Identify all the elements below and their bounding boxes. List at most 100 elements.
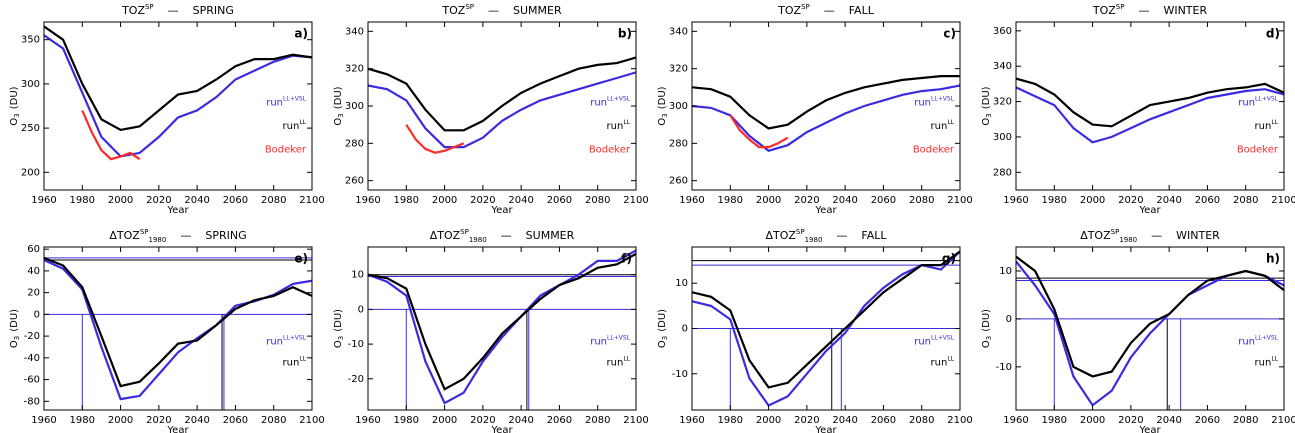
panel-letter: a) bbox=[294, 27, 308, 41]
x-tick-label: 2060 bbox=[871, 195, 896, 206]
x-tick-label: 2080 bbox=[585, 415, 610, 426]
legend-sup: LL bbox=[1271, 355, 1278, 362]
x-tick-label: 2040 bbox=[1156, 195, 1181, 206]
x-tick-label: 2000 bbox=[432, 415, 457, 426]
x-axis-label: Year bbox=[1138, 425, 1161, 433]
title-sep: — bbox=[836, 229, 847, 242]
y-tick-label: -20 bbox=[348, 374, 364, 385]
x-tick-label: 2060 bbox=[871, 415, 896, 426]
legend-name: Bodeker bbox=[913, 145, 955, 156]
y-tick-label: 200 bbox=[21, 167, 40, 178]
series-line bbox=[44, 25, 312, 132]
y-tick-label: -10 bbox=[348, 339, 364, 350]
x-tick-label: 2020 bbox=[794, 415, 819, 426]
title-season: SPRING bbox=[205, 229, 246, 242]
x-tick-label: 2080 bbox=[909, 415, 934, 426]
panel-letter: f) bbox=[621, 252, 632, 266]
series-line bbox=[692, 250, 960, 407]
legend-sup: LL+VSL bbox=[1255, 334, 1279, 341]
x-axis-label: Year bbox=[490, 425, 513, 433]
x-tick-label: 2060 bbox=[223, 415, 248, 426]
legend-entry: runLL bbox=[931, 119, 955, 133]
legend-entry: runLL bbox=[607, 119, 631, 133]
plot-frame bbox=[1015, 21, 1285, 191]
title-sub: 1980 bbox=[1119, 236, 1137, 244]
plot-frame bbox=[43, 21, 313, 191]
legend-name: Bodeker bbox=[589, 145, 631, 156]
x-tick-label: 1980 bbox=[394, 195, 419, 206]
legend-name: run bbox=[283, 121, 300, 132]
x-tick-label: 2080 bbox=[261, 415, 286, 426]
title-sep: — bbox=[180, 229, 191, 242]
ylabel-sub: 3 bbox=[661, 113, 669, 117]
series-line bbox=[368, 71, 636, 149]
y-tick-label: 250 bbox=[21, 123, 40, 134]
x-tick-label: 2100 bbox=[299, 195, 324, 206]
y-tick-label: 300 bbox=[21, 79, 40, 90]
x-tick-label: 1960 bbox=[1003, 195, 1028, 206]
x-tick-label: 2100 bbox=[623, 415, 648, 426]
y-tick-label: -10 bbox=[996, 362, 1012, 373]
x-axis-label: Year bbox=[166, 425, 189, 433]
legend-sup: LL bbox=[623, 119, 630, 126]
x-tick-label: 2060 bbox=[1195, 195, 1220, 206]
x-tick-label: 1960 bbox=[355, 415, 380, 426]
x-tick-label: 1980 bbox=[70, 415, 95, 426]
ylabel-sub: 3 bbox=[337, 336, 345, 340]
legend-entry: runLL bbox=[1255, 355, 1279, 369]
x-tick-label: 2040 bbox=[832, 195, 857, 206]
panel-title: TOZSP — FALL bbox=[777, 3, 875, 17]
x-tick-label: 2040 bbox=[832, 415, 857, 426]
ylabel-main: O bbox=[9, 118, 20, 126]
title-season: SUMMER bbox=[513, 4, 562, 17]
panel-title: ΔTOZSP1980 — FALL bbox=[765, 228, 887, 244]
title-season: FALL bbox=[861, 229, 887, 242]
x-axis-label: Year bbox=[1138, 205, 1161, 216]
legend-entry: Bodeker bbox=[589, 145, 631, 156]
legend-sup: LL bbox=[947, 355, 954, 362]
y-tick-label: 0 bbox=[1006, 314, 1012, 325]
legend-entry: runLL bbox=[283, 355, 307, 369]
y-tick-label: -80 bbox=[24, 396, 40, 407]
x-tick-label: 2100 bbox=[1271, 415, 1295, 426]
title-sup: SP bbox=[145, 3, 154, 11]
ylabel-unit: (DU) bbox=[333, 309, 344, 332]
title-main: TOZ bbox=[1092, 4, 1116, 17]
title-sup: SP bbox=[801, 3, 810, 11]
x-tick-label: 1960 bbox=[31, 195, 56, 206]
legend-sup: LL bbox=[299, 119, 306, 126]
title-sup: SP bbox=[1111, 228, 1120, 236]
y-tick-label: 60 bbox=[27, 244, 40, 255]
x-tick-label: 2040 bbox=[508, 195, 533, 206]
title-sup: SP bbox=[796, 228, 805, 236]
legend-sup: LL bbox=[623, 355, 630, 362]
x-tick-label: 1960 bbox=[679, 415, 704, 426]
y-tick-label: 0 bbox=[34, 309, 40, 320]
legend-sup: LL bbox=[947, 119, 954, 126]
y-tick-label: 0 bbox=[358, 304, 364, 315]
x-tick-label: 2020 bbox=[1118, 195, 1143, 206]
title-sep: — bbox=[168, 4, 179, 17]
y-tick-label: 300 bbox=[669, 101, 688, 112]
y-tick-label: -10 bbox=[672, 369, 688, 380]
ylabel-main: O bbox=[657, 340, 668, 348]
title-main: ΔTOZ bbox=[765, 229, 796, 242]
title-sep: — bbox=[824, 4, 835, 17]
ylabel-unit: (DU) bbox=[981, 309, 992, 332]
y-axis-label: O3 (DU) bbox=[657, 86, 669, 125]
legend-entry: runLL bbox=[1255, 119, 1279, 133]
panel-letter: h) bbox=[1266, 252, 1280, 266]
x-tick-label: 2000 bbox=[756, 415, 781, 426]
title-main: ΔTOZ bbox=[430, 229, 461, 242]
ylabel-main: O bbox=[981, 340, 992, 348]
panel-title: ΔTOZSP1980 — SPRING bbox=[109, 228, 246, 244]
legend-name: run bbox=[914, 337, 931, 348]
x-tick-label: 2000 bbox=[432, 195, 457, 206]
title-season: FALL bbox=[849, 4, 875, 17]
y-axis-label: O3 (DU) bbox=[657, 309, 669, 348]
x-tick-label: 2080 bbox=[585, 195, 610, 206]
